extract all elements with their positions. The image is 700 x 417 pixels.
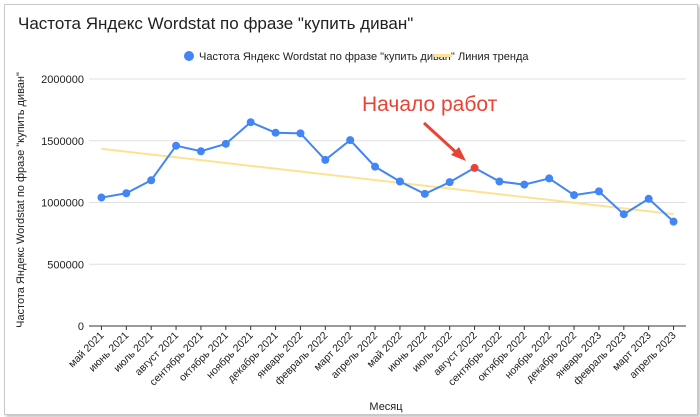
y-tick-label: 2000000 (41, 74, 84, 86)
data-point (520, 180, 529, 189)
y-axis-ticks: 0 500000 1000000 1500000 2000000 (41, 74, 84, 333)
data-point (445, 178, 454, 187)
legend-label-trend: Линия тренда (458, 51, 529, 63)
data-point (395, 177, 404, 186)
y-tick-label: 1000000 (41, 198, 84, 210)
legend: Частота Яндекс Wordstat по фразе "купить… (184, 51, 529, 63)
data-point (172, 141, 181, 150)
x-axis-label: Месяц (369, 401, 403, 413)
data-point (321, 155, 330, 164)
series-line (101, 121, 675, 223)
data-point (346, 136, 355, 145)
legend-marker-series (184, 51, 194, 61)
grid (89, 78, 686, 327)
legend-marker-trend (434, 54, 452, 57)
data-point (97, 193, 106, 202)
legend-label-series: Частота Яндекс Wordstat по фразе "купить… (199, 51, 455, 63)
annotation-arrow (422, 121, 461, 157)
annotation-arrow-head (451, 147, 466, 161)
trend-line (101, 147, 674, 216)
data-point (196, 147, 205, 156)
data-point (619, 210, 628, 219)
data-point (594, 187, 603, 196)
data-point (495, 177, 504, 186)
data-point (570, 191, 579, 200)
y-tick-label: 0 (78, 321, 84, 333)
y-tick-label: 500000 (47, 259, 84, 271)
data-point (271, 128, 280, 137)
data-point (545, 174, 554, 183)
data-point (669, 217, 678, 226)
data-point (122, 189, 131, 198)
chart-title: Частота Яндекс Wordstat по фразе "купить… (18, 14, 413, 33)
highlighted-data-point (470, 163, 479, 172)
data-point (371, 162, 380, 171)
annotation: Начало работ (362, 93, 498, 161)
y-axis-label: Частота Яндекс Wordstat по фразе "купить… (15, 72, 27, 328)
y-tick-label: 1500000 (41, 136, 84, 148)
data-point (246, 118, 255, 127)
data-point (644, 194, 653, 203)
data-point (420, 189, 429, 198)
data-point (147, 176, 156, 185)
plot-area (97, 118, 678, 226)
data-point (221, 139, 230, 148)
data-point (296, 129, 305, 138)
chart-frame (4, 4, 698, 415)
annotation-text: Начало работ (362, 93, 498, 116)
